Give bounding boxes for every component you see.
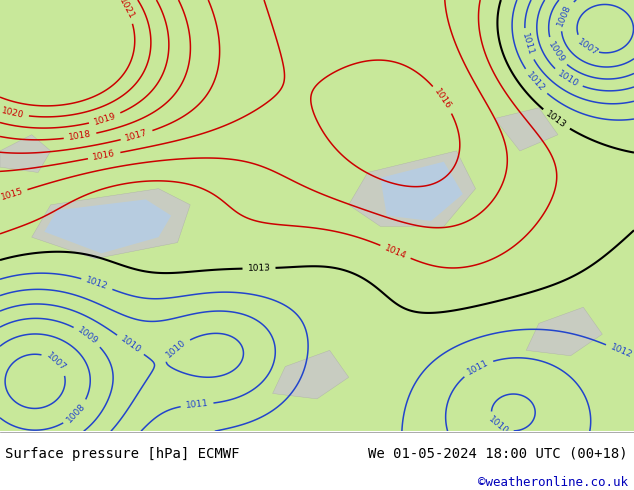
Text: 1020: 1020 <box>1 106 25 120</box>
Polygon shape <box>0 135 51 172</box>
Text: 1008: 1008 <box>65 401 87 424</box>
Text: 1018: 1018 <box>68 130 92 143</box>
Text: 1015: 1015 <box>0 187 24 202</box>
Polygon shape <box>273 350 349 399</box>
Text: 1014: 1014 <box>383 243 408 261</box>
Text: 1013: 1013 <box>544 109 568 130</box>
Text: 1019: 1019 <box>93 111 117 126</box>
Text: 1011: 1011 <box>185 399 209 410</box>
Polygon shape <box>32 189 190 259</box>
Polygon shape <box>349 151 476 226</box>
Text: 1010: 1010 <box>165 338 188 360</box>
Polygon shape <box>526 307 602 356</box>
Polygon shape <box>380 162 463 221</box>
Text: Surface pressure [hPa] ECMWF: Surface pressure [hPa] ECMWF <box>5 446 240 461</box>
Text: We 01-05-2024 18:00 UTC (00+18): We 01-05-2024 18:00 UTC (00+18) <box>368 446 628 461</box>
Text: 1009: 1009 <box>546 40 566 64</box>
Text: 1012: 1012 <box>524 71 547 94</box>
Text: 1010: 1010 <box>119 334 143 355</box>
Text: 1007: 1007 <box>576 37 600 58</box>
Text: 1016: 1016 <box>92 149 116 162</box>
Text: 1011: 1011 <box>520 32 535 57</box>
Text: 1011: 1011 <box>465 358 490 377</box>
Text: 1010: 1010 <box>556 69 580 89</box>
Text: 1008: 1008 <box>555 3 573 27</box>
Text: 1016: 1016 <box>433 87 453 111</box>
Text: 1021: 1021 <box>117 0 136 21</box>
Text: 1012: 1012 <box>85 276 109 292</box>
Polygon shape <box>495 108 558 151</box>
Polygon shape <box>44 199 171 253</box>
Text: 1010: 1010 <box>487 415 510 437</box>
Text: 1012: 1012 <box>609 343 633 360</box>
Text: 1013: 1013 <box>247 264 271 273</box>
Text: 1017: 1017 <box>124 128 149 143</box>
Text: 1009: 1009 <box>75 326 100 346</box>
Text: ©weatheronline.co.uk: ©weatheronline.co.uk <box>477 476 628 490</box>
Text: 1007: 1007 <box>44 351 68 373</box>
